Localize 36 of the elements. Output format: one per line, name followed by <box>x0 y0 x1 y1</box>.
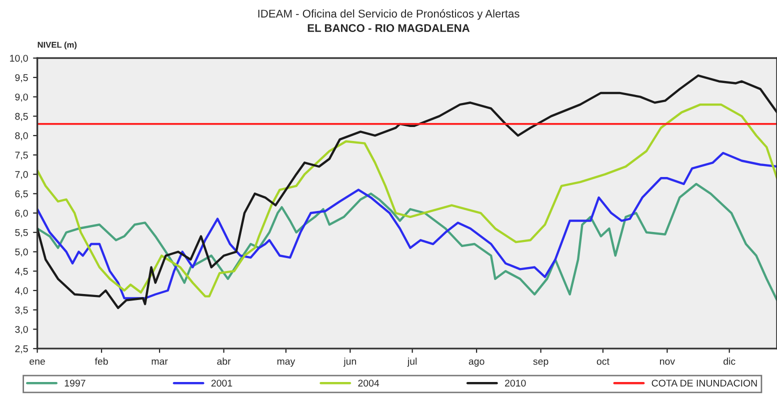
x-tick-label: ene <box>30 359 45 365</box>
y-tick-label: 6,5 <box>15 190 28 198</box>
y-tick-label: 6,0 <box>15 210 28 218</box>
x-tick-label: may <box>277 359 296 367</box>
y-tick-label: 2,5 <box>15 345 28 354</box>
x-tick-label: jul <box>407 358 417 367</box>
x-tick-label: mar <box>152 359 168 365</box>
legend-label: COTA DE INUNDACION <box>652 380 757 387</box>
y-tick-label: 3,0 <box>15 326 28 334</box>
legend-label: 1997 <box>64 380 86 387</box>
y-tick-label: 4,5 <box>14 268 28 276</box>
x-tick-label: dic <box>724 358 736 365</box>
x-tick-label: feb <box>94 358 108 365</box>
y-tick-label: 4,0 <box>14 287 28 296</box>
y-tick-label: 5,0 <box>15 248 28 257</box>
x-tick-label: sep <box>533 359 548 367</box>
y-tick-label: 7,5 <box>15 152 28 160</box>
y-tick-label: 8,0 <box>15 132 28 140</box>
y-tick-label: 3,5 <box>15 306 28 315</box>
x-tick-label: nov <box>660 359 675 365</box>
y-tick-label: 8,5 <box>15 112 28 121</box>
y-tick-label: 9,5 <box>15 74 28 82</box>
x-tick-label: jun <box>343 358 356 367</box>
legend-label: 2010 <box>505 380 526 387</box>
y-axis-title: NIVEL (m) <box>38 42 77 50</box>
chart-title: IDEAM - Oficina del Servicio de Pronósticos y Alertas <box>258 9 520 20</box>
legend-label: 2001 <box>211 380 232 387</box>
legend-label: 2004 <box>358 380 380 387</box>
y-tick-label: 10,0 <box>10 54 28 63</box>
x-tick-label: oct <box>596 358 610 365</box>
y-tick-label: 5,5 <box>15 229 28 238</box>
y-tick-label: 7,0 <box>15 171 28 180</box>
x-tick-label: abr <box>217 358 231 365</box>
x-tick-label: ago <box>468 359 484 367</box>
chart-subtitle: EL BANCO - RIO MAGDALENA <box>308 24 470 32</box>
y-tick-label: 9,0 <box>15 94 28 102</box>
